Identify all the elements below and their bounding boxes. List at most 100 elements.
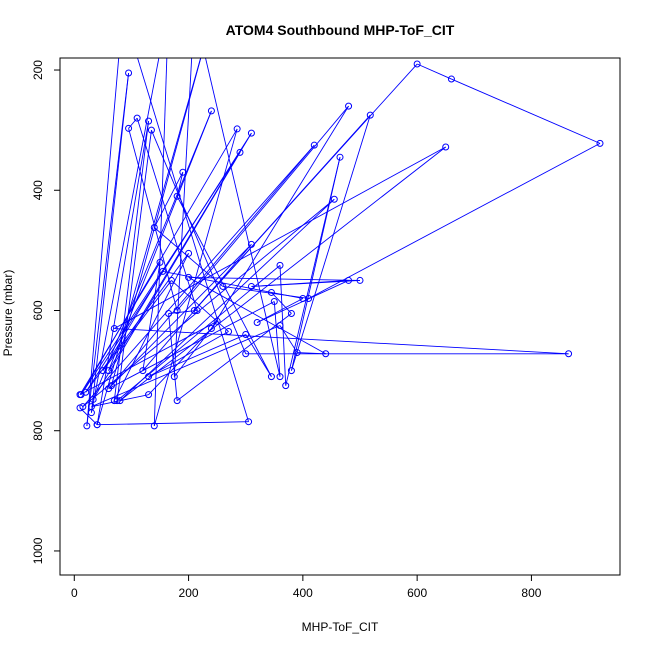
series-segment-38 [114, 328, 569, 355]
series-segment-29 [205, 58, 281, 377]
series-segment-26 [79, 320, 218, 396]
data-point-17 [185, 249, 193, 257]
series-segment-49 [416, 63, 452, 80]
series-segment-68 [188, 276, 361, 281]
series-segment-79 [136, 117, 198, 311]
data-point-78 [125, 124, 133, 132]
series-segment-36 [119, 146, 446, 402]
series-segment-75 [211, 105, 349, 329]
data-point-76 [345, 102, 353, 110]
data-point-50 [447, 75, 455, 83]
data-point-71 [293, 349, 301, 357]
series-segment-82 [176, 313, 292, 402]
series-segment-81 [168, 313, 178, 401]
data-point-13 [207, 107, 215, 115]
series-segment-54 [153, 172, 184, 228]
series-segment-37 [114, 146, 446, 329]
series-segment-7 [153, 58, 168, 426]
series-segment-53 [153, 227, 224, 287]
data-point-44 [282, 382, 290, 390]
data-point-54 [150, 224, 158, 232]
x-tick-label-4: 800 [521, 586, 541, 600]
data-point-20 [93, 421, 101, 429]
series-segment-64 [256, 298, 304, 323]
data-point-19 [145, 117, 153, 125]
series-segment-70 [297, 352, 326, 355]
data-point-61 [167, 276, 175, 284]
series-segment-20 [96, 58, 202, 425]
data-point-69 [185, 273, 193, 281]
series-segment-21 [110, 58, 202, 386]
series-segment-35 [119, 198, 335, 401]
x-axis-label: MHP-ToF_CIT [302, 620, 379, 634]
series-segment-71 [279, 325, 298, 353]
x-tick-label-2: 400 [293, 586, 313, 600]
data-point-28 [170, 373, 178, 381]
data-point-27 [213, 317, 221, 325]
series-segment-57 [245, 334, 272, 377]
data-point-7 [166, 4, 172, 10]
data-point-11 [236, 148, 244, 156]
data-point-32 [105, 385, 113, 393]
series-segment-3 [86, 58, 120, 426]
data-point-74 [145, 391, 153, 399]
y-tick-label-1: 400 [31, 180, 45, 200]
data-point-26 [76, 391, 84, 399]
series-segment-32 [108, 144, 315, 389]
data-point-72 [276, 322, 284, 330]
data-point-42 [113, 397, 121, 405]
series-segment-58 [148, 334, 246, 378]
data-point-55 [179, 168, 187, 176]
series-segment-12 [92, 110, 212, 400]
data-point-31 [270, 297, 278, 305]
data-point-45 [336, 153, 344, 161]
series-segment-17 [113, 253, 189, 401]
data-point-43 [276, 261, 284, 269]
data-point-81 [165, 309, 173, 317]
data-point-33 [310, 141, 318, 149]
series-segment-34 [82, 198, 335, 408]
data-point-30 [276, 373, 284, 381]
series-segment-16 [85, 253, 189, 393]
data-point-25 [156, 258, 164, 266]
data-point-56 [173, 192, 181, 200]
series-segment-13 [108, 110, 212, 371]
data-point-41 [147, 126, 155, 134]
data-point-35 [330, 195, 338, 203]
x-tick-label-0: 0 [71, 586, 78, 600]
y-axis: 200 400 600 800 1000 [31, 60, 60, 564]
series-segment-46 [290, 114, 371, 371]
data-point-9 [233, 125, 241, 133]
series-segment-6 [90, 58, 160, 413]
data-point-4 [83, 422, 91, 430]
data-series [79, 58, 601, 427]
data-point-39 [565, 350, 573, 358]
data-point-59 [145, 373, 153, 381]
data-point-47 [366, 111, 374, 119]
data-point-63 [159, 267, 167, 275]
x-tick-label-1: 200 [179, 586, 199, 600]
data-point-48 [190, 306, 198, 314]
series-segment-50 [451, 78, 601, 144]
data-point-49 [413, 60, 421, 68]
data-point-70 [322, 350, 330, 358]
series-segment-5 [90, 72, 130, 413]
data-point-67 [247, 282, 255, 290]
y-tick-label-4: 1000 [31, 537, 45, 564]
series-segment-77 [128, 128, 178, 311]
x-axis: 0 200 400 600 800 [71, 575, 542, 600]
series-segment-42 [116, 265, 281, 402]
data-point-34 [79, 403, 87, 411]
series-segment-41 [116, 130, 152, 401]
data-point-38 [110, 325, 118, 333]
series-segment-48 [193, 63, 418, 311]
series-segment-4 [86, 72, 130, 426]
series-segment-14 [108, 132, 252, 371]
data-point-58 [242, 331, 250, 339]
series-segment-69 [188, 277, 326, 355]
y-tick-label-3: 800 [31, 420, 45, 440]
data-point-77 [173, 306, 181, 314]
data-point-40 [242, 350, 250, 358]
data-point-57 [267, 373, 275, 381]
